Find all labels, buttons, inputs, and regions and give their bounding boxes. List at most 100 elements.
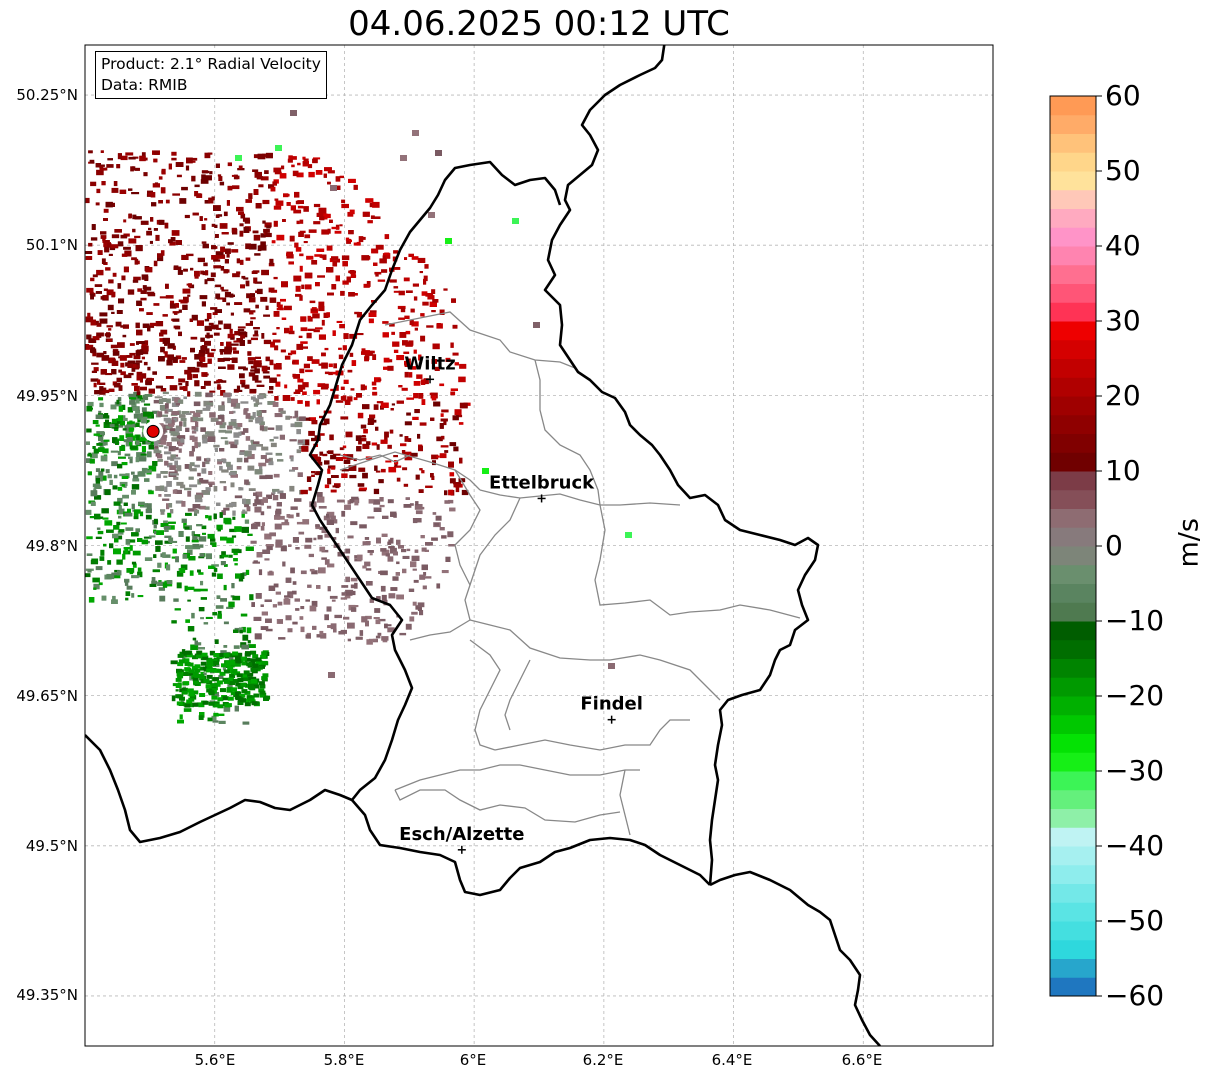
- velocity-pixel: [324, 347, 329, 351]
- velocity-pixel: [249, 388, 257, 393]
- velocity-pixel: [206, 674, 213, 679]
- velocity-pixel: [131, 532, 139, 537]
- velocity-pixel: [230, 482, 235, 488]
- velocity-pixel: [406, 412, 411, 416]
- velocity-pixel: [384, 623, 388, 629]
- velocity-pixel: [200, 661, 207, 666]
- velocity-pixel: [288, 514, 294, 519]
- city-label: Ettelbruck: [489, 472, 595, 493]
- velocity-pixel: [172, 548, 177, 554]
- radar-velocity-echoes: [85, 110, 632, 725]
- velocity-pixel: [269, 386, 274, 390]
- velocity-pixel: [99, 165, 104, 169]
- velocity-pixel: [119, 435, 125, 441]
- velocity-pixel: [158, 398, 164, 404]
- velocity-pixel: [171, 446, 176, 451]
- velocity-pixel: [342, 261, 348, 267]
- velocity-pixel: [125, 152, 134, 156]
- velocity-pixel: [235, 659, 242, 664]
- velocity-pixel: [288, 261, 294, 265]
- velocity-pixel: [209, 483, 213, 487]
- velocity-pixel: [112, 350, 120, 356]
- velocity-pixel: [296, 220, 300, 225]
- velocity-pixel: [241, 626, 246, 633]
- velocity-pixel: [255, 304, 259, 309]
- velocity-pixel: [119, 189, 127, 194]
- velocity-pixel: [141, 467, 148, 473]
- velocity-pixel: [114, 229, 122, 233]
- velocity-pixel: [253, 327, 260, 330]
- velocity-pixel: [206, 431, 215, 437]
- velocity-pixel: [112, 272, 117, 277]
- velocity-pixel: [252, 412, 256, 418]
- velocity-pixel: [444, 450, 449, 453]
- velocity-pixel: [332, 485, 338, 488]
- velocity-pixel: [242, 634, 249, 641]
- velocity-pixel: [380, 439, 388, 444]
- velocity-pixel: [193, 412, 201, 417]
- velocity-pixel: [265, 544, 274, 547]
- velocity-pixel: [108, 388, 115, 392]
- velocity-pixel: [188, 692, 195, 697]
- velocity-pixel: [193, 534, 201, 537]
- velocity-pixel: [119, 473, 127, 477]
- velocity-pixel: [227, 364, 235, 370]
- velocity-pixel: [168, 425, 172, 429]
- velocity-pixel: [96, 332, 104, 337]
- velocity-pixel: [153, 518, 158, 525]
- velocity-pixel: [208, 471, 213, 475]
- colorbar-segment: [1050, 564, 1096, 584]
- velocity-pixel: [85, 344, 94, 350]
- velocity-pixel: [444, 490, 448, 496]
- velocity-pixel: [232, 651, 239, 656]
- velocity-pixel: [239, 373, 245, 379]
- velocity-pixel: [100, 455, 108, 462]
- velocity-pixel: [247, 351, 252, 356]
- colorbar-segment: [1050, 621, 1096, 641]
- velocity-pixel: [241, 382, 245, 388]
- colorbar-segment: [1050, 527, 1096, 547]
- velocity-pixel: [311, 260, 318, 265]
- velocity-pixel: [421, 291, 428, 296]
- velocity-pixel: [369, 310, 377, 313]
- velocity-pixel: [405, 451, 412, 456]
- velocity-pixel: [252, 230, 259, 234]
- velocity-pixel: [265, 618, 272, 623]
- velocity-pixel: [117, 421, 121, 424]
- velocity-pixel: [167, 525, 175, 530]
- velocity-pixel: [187, 599, 191, 602]
- velocity-pixel: [449, 507, 456, 512]
- velocity-pixel: [261, 365, 268, 372]
- velocity-pixel: [327, 468, 331, 474]
- velocity-pixel: [433, 401, 441, 407]
- velocity-pixel: [345, 576, 350, 583]
- velocity-pixel: [204, 318, 210, 322]
- velocity-pixel: [255, 399, 260, 405]
- velocity-pixel: [304, 272, 313, 279]
- velocity-pixel: [212, 692, 219, 697]
- velocity-pixel: [92, 577, 100, 583]
- velocity-pixel: [96, 443, 103, 446]
- velocity-pixel: [240, 682, 247, 687]
- velocity-pixel: [208, 701, 215, 706]
- velocity-pixel: [117, 153, 122, 160]
- velocity-pixel: [176, 174, 182, 178]
- velocity-pixel: [305, 417, 311, 421]
- velocity-pixel: [408, 588, 415, 592]
- velocity-pixel: [146, 230, 152, 236]
- velocity-pixel: [235, 426, 241, 430]
- velocity-pixel: [447, 531, 454, 538]
- velocity-pixel: [409, 503, 414, 506]
- velocity-pixel: [140, 349, 149, 355]
- velocity-pixel: [174, 325, 181, 330]
- velocity-pixel: [112, 358, 116, 364]
- velocity-pixel: [176, 701, 183, 706]
- velocity-pixel: [410, 561, 417, 568]
- velocity-pixel: [283, 305, 292, 311]
- velocity-pixel: [105, 419, 109, 425]
- velocity-pixel: [377, 378, 382, 381]
- velocity-pixel: [171, 411, 180, 415]
- velocity-pixel: [359, 524, 367, 529]
- velocity-pixel: [119, 481, 128, 487]
- velocity-pixel: [131, 503, 135, 510]
